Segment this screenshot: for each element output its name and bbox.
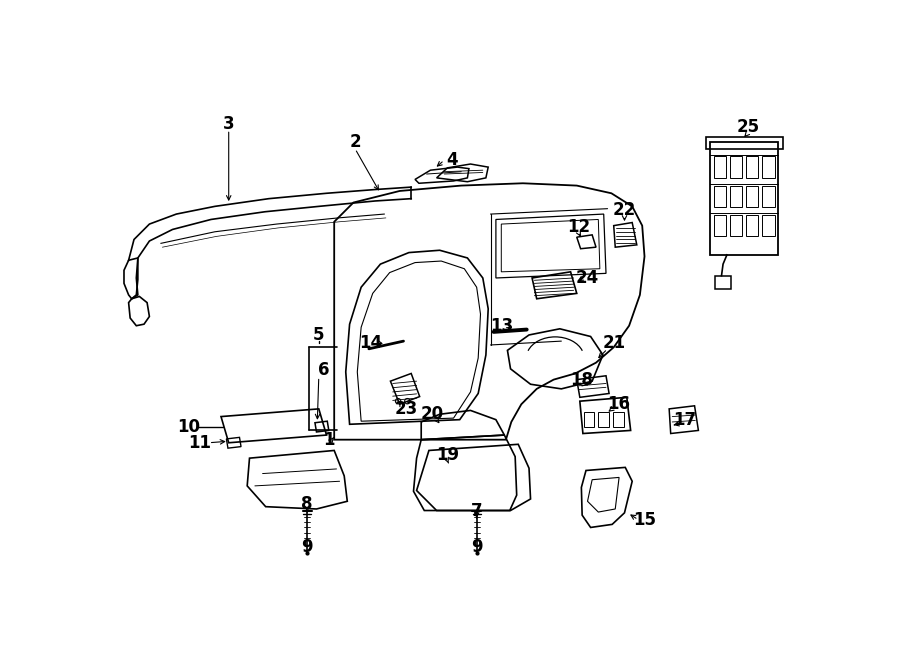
Text: 22: 22 — [613, 201, 636, 219]
Text: 7: 7 — [471, 502, 482, 520]
Text: 21: 21 — [602, 334, 626, 352]
Text: 10: 10 — [177, 418, 200, 436]
Text: 23: 23 — [394, 400, 418, 418]
Text: 11: 11 — [188, 434, 211, 451]
Text: 24: 24 — [576, 269, 599, 287]
Text: 16: 16 — [607, 395, 630, 413]
Text: 20: 20 — [420, 405, 444, 423]
Text: 1: 1 — [323, 431, 335, 449]
Text: 4: 4 — [446, 151, 458, 169]
Text: 19: 19 — [436, 446, 459, 464]
Text: 14: 14 — [359, 334, 382, 352]
Text: 9: 9 — [302, 539, 313, 557]
Text: 25: 25 — [736, 118, 760, 136]
Text: 5: 5 — [313, 326, 325, 344]
Text: 9: 9 — [471, 539, 482, 557]
Text: 18: 18 — [570, 371, 593, 389]
Text: 8: 8 — [302, 495, 313, 514]
Text: 12: 12 — [567, 218, 590, 236]
Text: 2: 2 — [349, 134, 361, 151]
Text: 15: 15 — [633, 511, 656, 529]
Text: 3: 3 — [223, 115, 235, 133]
Text: 6: 6 — [319, 362, 330, 379]
Text: 13: 13 — [491, 317, 514, 334]
Text: 17: 17 — [673, 410, 696, 429]
